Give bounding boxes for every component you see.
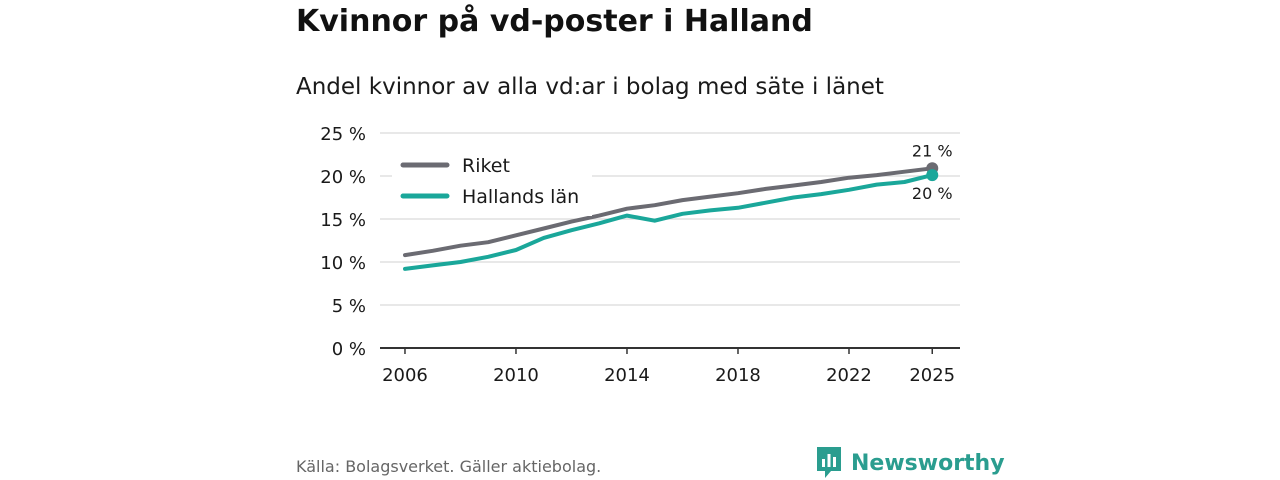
- legend: Riket Hallands län: [392, 150, 592, 216]
- legend-background: [392, 150, 592, 216]
- y-tick-label: 25 %: [320, 124, 366, 145]
- series-lines: [403, 162, 939, 271]
- brand-name: Newsworthy: [851, 450, 1005, 476]
- x-tick-label: 2006: [382, 365, 428, 386]
- series-line: [403, 173, 935, 271]
- end-label: 20 %: [912, 184, 953, 203]
- legend-label: Hallands län: [462, 186, 579, 208]
- end-labels: 21 % 20 %: [912, 141, 953, 203]
- y-tick-label: 10 %: [320, 253, 366, 274]
- page-title: Kvinnor på vd-poster i Halland: [296, 4, 813, 39]
- y-tick-label: 20 %: [320, 167, 366, 188]
- x-tick-label: 2025: [909, 365, 955, 386]
- y-tick-label: 15 %: [320, 210, 366, 231]
- x-tick-label: 2010: [493, 365, 539, 386]
- x-axis-ticks: 2006 2010 2014 2018 2022 2025: [382, 348, 955, 386]
- y-tick-label: 5 %: [332, 296, 366, 317]
- y-axis-ticks: 0 % 5 % 10 % 15 % 20 % 25 %: [320, 124, 366, 360]
- y-tick-label: 0 %: [332, 339, 366, 360]
- chart-subtitle: Andel kvinnor av alla vd:ar i bolag med …: [296, 74, 884, 100]
- newsworthy-logo-icon: [817, 447, 841, 478]
- legend-label: Riket: [462, 155, 510, 177]
- brand-logo: Newsworthy: [815, 446, 1005, 480]
- x-tick-label: 2014: [604, 365, 650, 386]
- x-tick-label: 2022: [826, 365, 872, 386]
- series-end-point: [926, 169, 939, 182]
- series-line: [403, 166, 935, 258]
- x-tick-label: 2018: [715, 365, 761, 386]
- end-label: 21 %: [912, 141, 953, 160]
- source-note: Källa: Bolagsverket. Gäller aktiebolag.: [296, 457, 602, 476]
